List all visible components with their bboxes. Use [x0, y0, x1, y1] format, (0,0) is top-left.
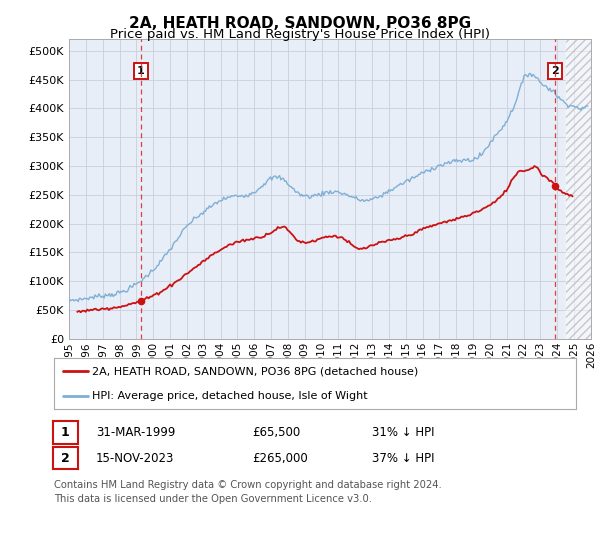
Text: £65,500: £65,500: [252, 426, 300, 439]
Text: £265,000: £265,000: [252, 451, 308, 465]
Bar: [566, 39, 591, 339]
Text: HPI: Average price, detached house, Isle of Wight: HPI: Average price, detached house, Isle…: [92, 391, 367, 401]
Text: 1: 1: [137, 66, 145, 76]
Text: 1: 1: [61, 426, 70, 439]
Text: Contains HM Land Registry data © Crown copyright and database right 2024.
This d: Contains HM Land Registry data © Crown c…: [54, 480, 442, 504]
Bar: [566, 39, 591, 339]
Text: 2A, HEATH ROAD, SANDOWN, PO36 8PG (detached house): 2A, HEATH ROAD, SANDOWN, PO36 8PG (detac…: [92, 366, 418, 376]
Text: Price paid vs. HM Land Registry's House Price Index (HPI): Price paid vs. HM Land Registry's House …: [110, 28, 490, 41]
Text: 2A, HEATH ROAD, SANDOWN, PO36 8PG: 2A, HEATH ROAD, SANDOWN, PO36 8PG: [129, 16, 471, 31]
Text: 31-MAR-1999: 31-MAR-1999: [96, 426, 175, 439]
Text: 2: 2: [61, 451, 70, 465]
Text: 37% ↓ HPI: 37% ↓ HPI: [372, 451, 434, 465]
Text: 31% ↓ HPI: 31% ↓ HPI: [372, 426, 434, 439]
Text: 15-NOV-2023: 15-NOV-2023: [96, 451, 175, 465]
Text: 2: 2: [551, 66, 559, 76]
